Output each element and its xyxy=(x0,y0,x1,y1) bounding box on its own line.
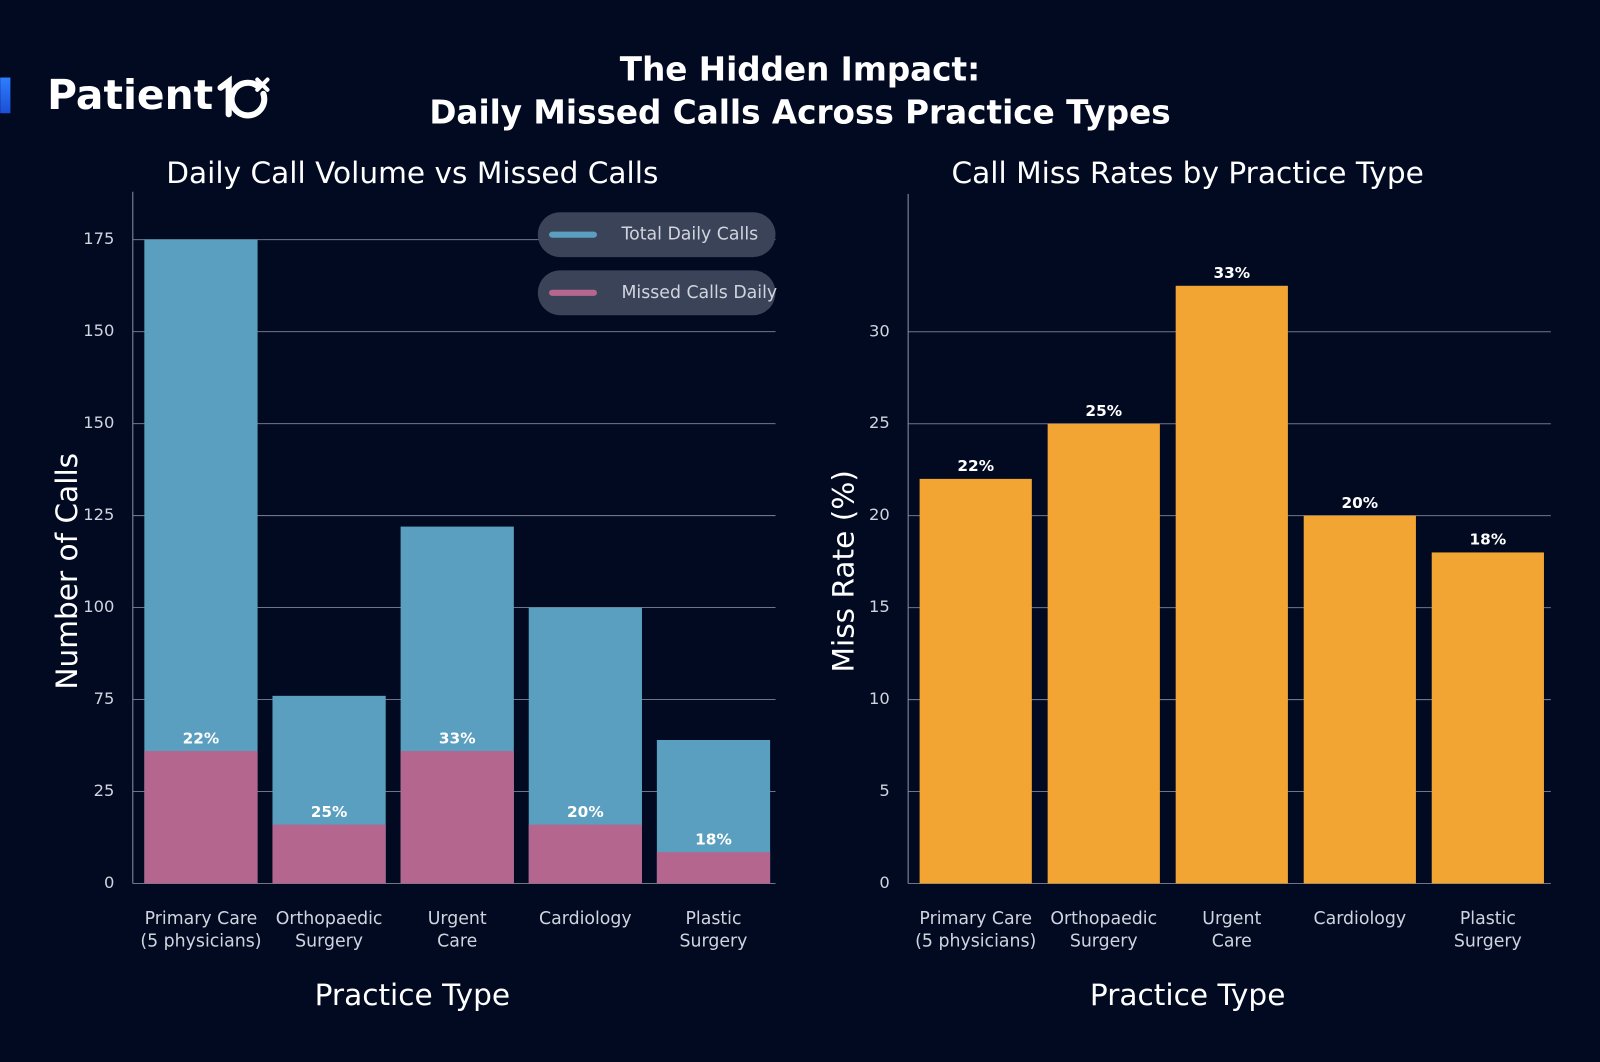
x-axis-label: Practice Type xyxy=(1090,978,1285,1012)
x-tick-label: Cardiology xyxy=(1314,909,1407,929)
y-axis-label: Miss Rate (%) xyxy=(826,470,860,672)
value-label: 33% xyxy=(439,729,476,747)
icon-one xyxy=(217,75,232,118)
y-tick-label: 125 xyxy=(83,505,114,524)
bar xyxy=(272,824,386,884)
x-tick-label: Plastic Surgery xyxy=(1454,909,1522,951)
x-tick-label-line: Primary Care xyxy=(919,909,1032,929)
y-tick-label: 20 xyxy=(869,505,890,524)
x-tick-label: Primary Care (5 physicians) xyxy=(140,909,261,951)
y-tick-label: 30 xyxy=(869,321,890,340)
bar xyxy=(656,852,771,884)
x-tick-label-line: Plastic xyxy=(685,909,741,929)
y-tick-label: 5 xyxy=(879,781,889,800)
chart-title: Daily Call Volume vs Missed Calls xyxy=(166,156,658,190)
bar xyxy=(919,478,1032,884)
y-tick-label: 175 xyxy=(83,229,114,248)
bar xyxy=(144,751,258,884)
x-tick-label: Urgent Care xyxy=(428,909,487,951)
y-tick-label: 150 xyxy=(83,321,114,340)
x-tick-label: Cardiology xyxy=(539,909,632,929)
x-tick-label-line: Orthopaedic xyxy=(1050,909,1157,929)
value-label: 25% xyxy=(311,803,348,821)
x-tick-label-line: Urgent xyxy=(1202,909,1261,929)
bar xyxy=(1047,423,1160,884)
value-label: 22% xyxy=(957,457,994,475)
x-tick-label-line: Primary Care xyxy=(145,909,258,929)
x-tick-label: Orthopaedic Surgery xyxy=(1050,909,1157,951)
value-label: 18% xyxy=(1470,531,1507,549)
x-tick-label-line: (5 physicians) xyxy=(140,932,261,952)
y-tick-label: 75 xyxy=(94,689,115,708)
brand-icon xyxy=(217,75,270,119)
x-tick-label-line: Surgery xyxy=(1070,932,1138,952)
x-tick-label-line: Surgery xyxy=(1454,932,1522,952)
icon-cross xyxy=(255,77,270,92)
page-title: The Hidden Impact: xyxy=(620,50,980,88)
y-tick-label: 100 xyxy=(83,597,114,616)
y-tick-label: 10 xyxy=(869,689,890,708)
page-title: Daily Missed Calls Across Practice Types xyxy=(429,93,1170,131)
x-tick-label-line: Surgery xyxy=(295,932,363,952)
x-tick-label: Urgent Care xyxy=(1202,909,1261,951)
bar xyxy=(400,751,514,884)
y-tick-label: 0 xyxy=(104,873,114,892)
value-label: 20% xyxy=(567,803,604,821)
x-axis-label: Practice Type xyxy=(315,978,510,1012)
brand-accent xyxy=(0,77,11,114)
brand-name: Patient xyxy=(47,71,213,119)
x-tick-label-line: Cardiology xyxy=(539,909,632,929)
legend-label: Missed Calls Daily xyxy=(621,283,777,303)
legend-box xyxy=(537,270,776,316)
x-tick-label-line: Care xyxy=(1212,932,1252,952)
legend-box xyxy=(537,212,776,258)
chart-title: Call Miss Rates by Practice Type xyxy=(951,156,1423,190)
legend-label: Total Daily Calls xyxy=(620,225,758,245)
y-tick-label: 150 xyxy=(83,413,114,432)
value-label: 22% xyxy=(183,729,220,747)
x-tick-label-line: (5 physicians) xyxy=(915,932,1036,952)
x-tick-label: Primary Care (5 physicians) xyxy=(915,909,1036,951)
value-label: 25% xyxy=(1085,402,1122,420)
x-tick-label-line: Plastic xyxy=(1460,909,1516,929)
y-tick-label: 15 xyxy=(869,597,890,616)
x-tick-label-line: Orthopaedic xyxy=(276,909,383,929)
x-tick-label-line: Care xyxy=(437,932,477,952)
bar xyxy=(528,824,642,884)
x-tick-label: Orthopaedic Surgery xyxy=(276,909,383,951)
value-label: 20% xyxy=(1342,494,1379,512)
x-tick-label-line: Surgery xyxy=(680,932,748,952)
y-tick-label: 0 xyxy=(879,873,889,892)
y-axis-label: Number of Calls xyxy=(50,453,84,690)
y-tick-label: 25 xyxy=(869,413,890,432)
value-label: 33% xyxy=(1213,264,1250,282)
bar xyxy=(1431,552,1544,884)
x-tick-label: Plastic Surgery xyxy=(680,909,748,951)
icon-arc xyxy=(228,79,268,119)
bar xyxy=(1303,515,1416,884)
x-tick-label-line: Urgent xyxy=(428,909,487,929)
bar xyxy=(1175,285,1288,884)
x-tick-label-line: Cardiology xyxy=(1314,909,1407,929)
value-label: 18% xyxy=(695,830,732,848)
y-tick-label: 25 xyxy=(94,781,115,800)
